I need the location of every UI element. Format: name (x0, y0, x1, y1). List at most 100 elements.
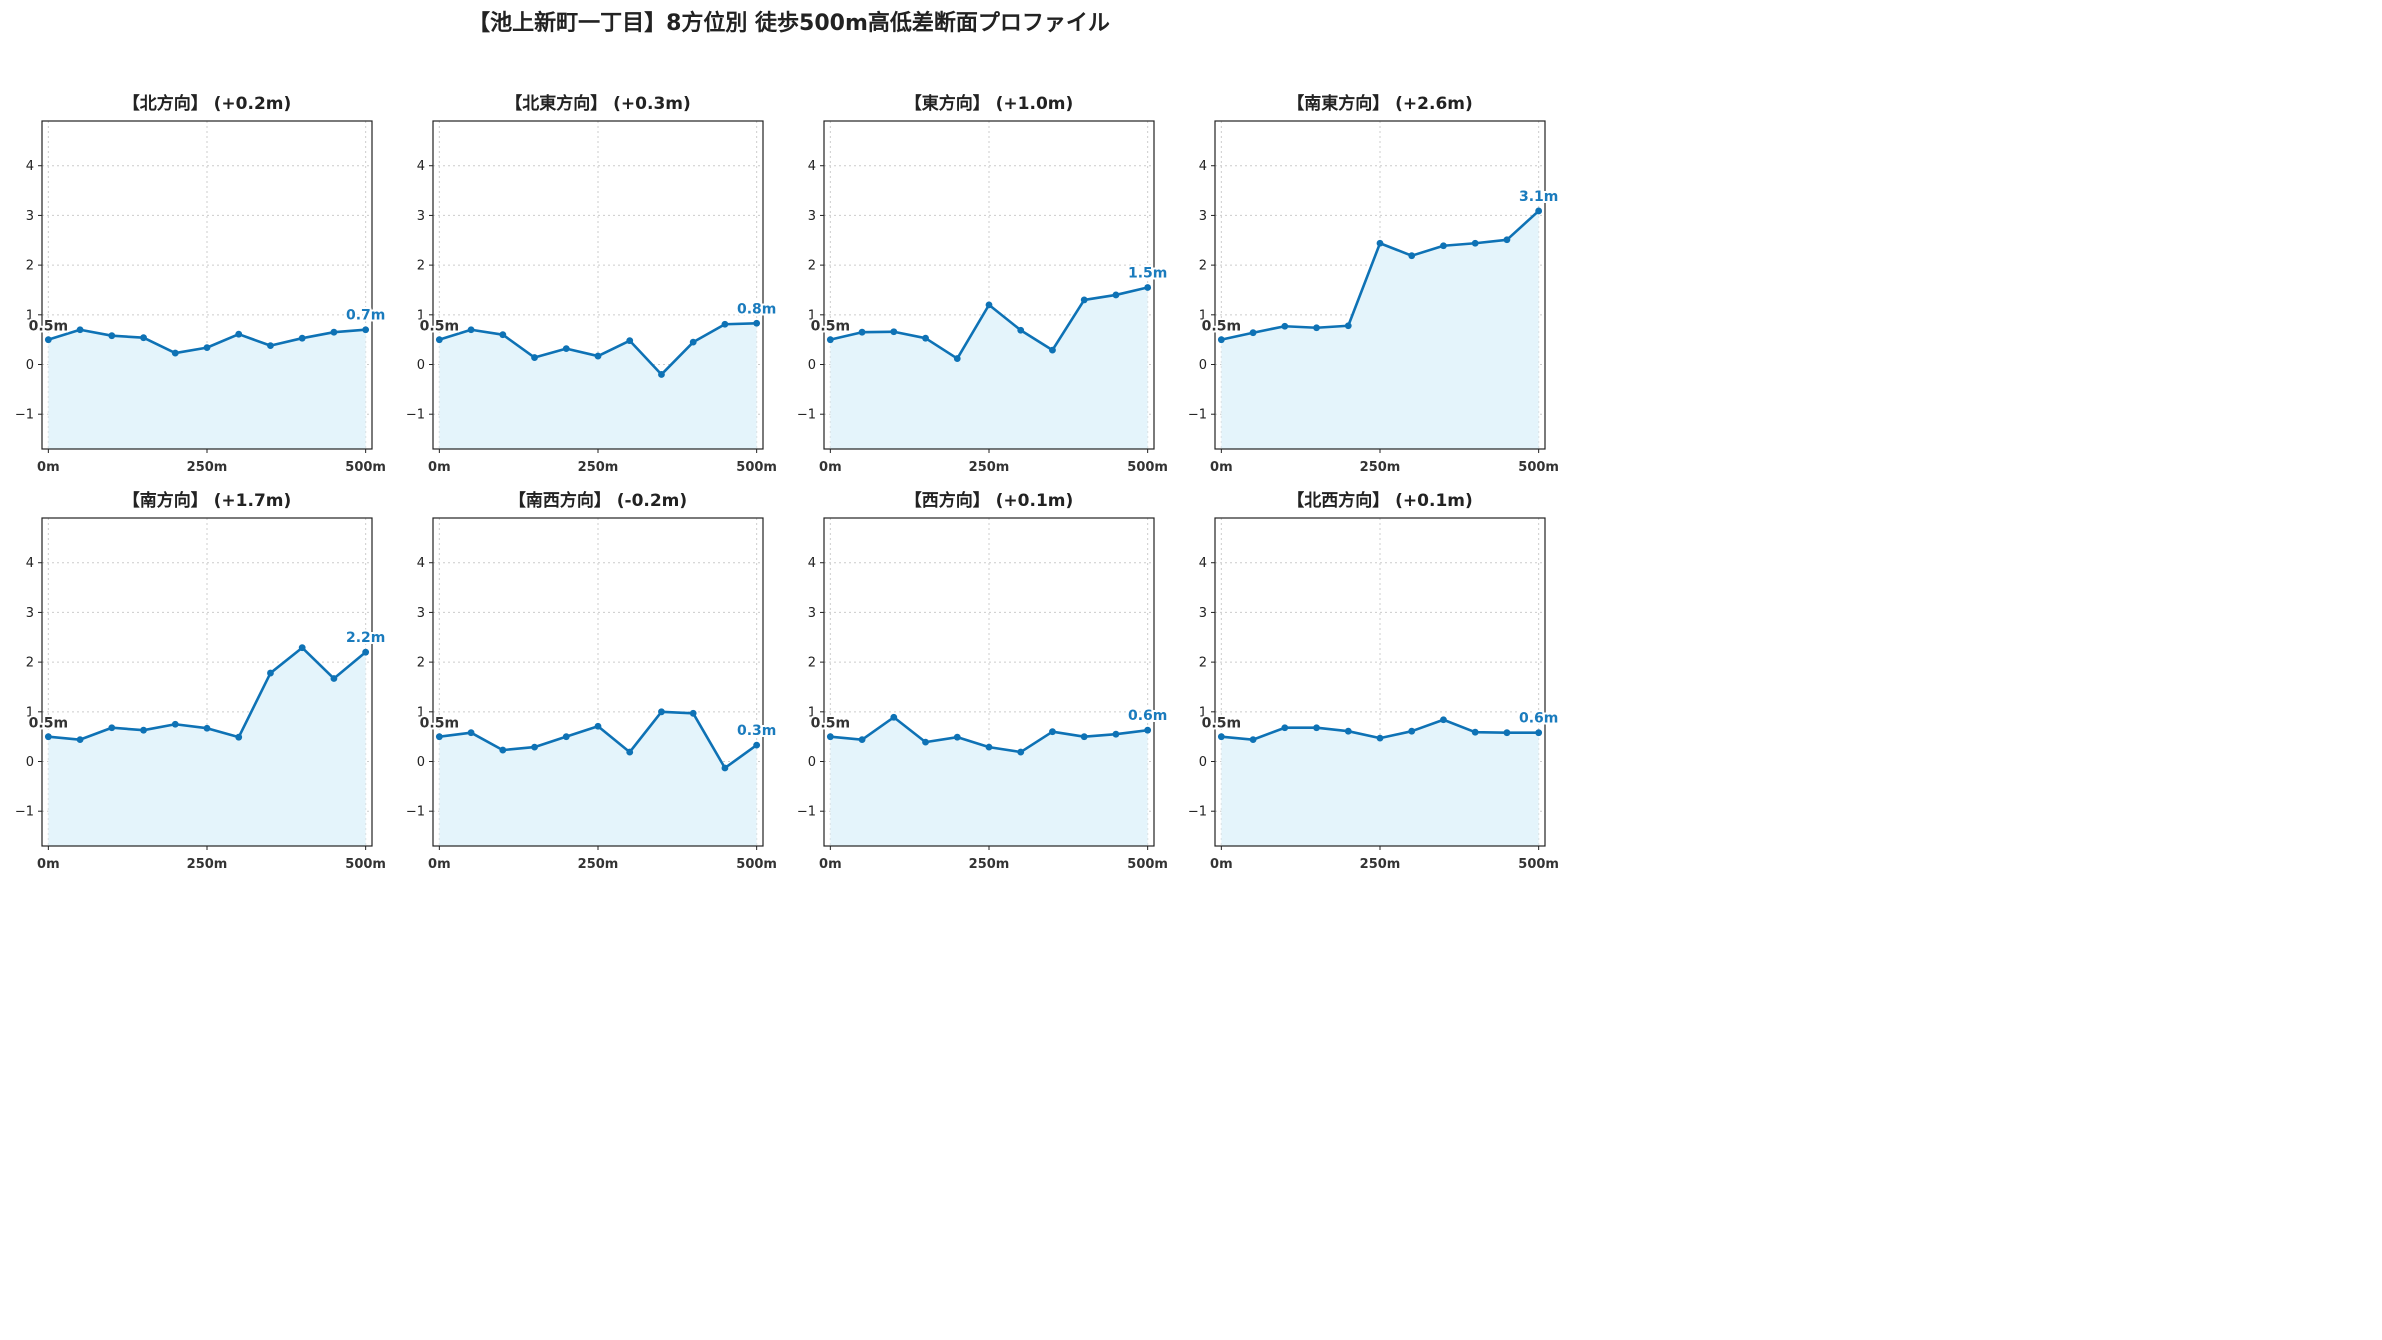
data-point (1249, 736, 1257, 744)
start-value-label: 0.5m (811, 319, 850, 335)
y-tick-label: 0 (1199, 358, 1207, 373)
x-tick-label: 500m (1127, 460, 1168, 475)
y-tick-label: 2 (1199, 259, 1207, 274)
data-point (721, 764, 729, 772)
data-point (1376, 239, 1384, 247)
series-area (48, 329, 366, 449)
y-tick-label: 2 (808, 656, 816, 671)
panel-4: 【南方向】 (+1.7m) −1 0 1 2 3 4 0m 250m 500m 0.5m 2.2m (15, 490, 388, 872)
series-area (830, 287, 1148, 449)
end-value-label: 0.6m (1128, 708, 1167, 724)
data-point (753, 319, 761, 327)
y-tick-label: 3 (1199, 209, 1207, 224)
x-tick-label: 0m (37, 857, 60, 872)
y-tick-label: 0 (808, 755, 816, 770)
panel-title: 【南方向】 (+1.7m) (123, 490, 292, 511)
panel-6: 【西方向】 (+0.1m) −1 0 1 2 3 4 0m 250m 500m 0.5m 0.6m (797, 490, 1170, 872)
data-point (267, 669, 274, 677)
data-point (1049, 728, 1056, 736)
panel-3: 【南東方向】 (+2.6m) −1 0 1 2 3 4 0m 250m 500m 0.5m 3.1m (1188, 93, 1561, 475)
data-point (985, 301, 993, 309)
data-point (267, 342, 274, 350)
figure: 【池上新町一丁目】8方位別 徒歩500m高低差断面プロファイル 【北方向】 (+… (15, 10, 1561, 872)
chart-title: 【池上新町一丁目】8方位別 徒歩500m高低差断面プロファイル (468, 10, 1110, 36)
y-tick-label: 4 (417, 556, 425, 571)
y-tick-label: −1 (1188, 408, 1207, 423)
data-point (922, 738, 929, 746)
y-tick-label: −1 (797, 408, 816, 423)
data-point (531, 354, 538, 361)
series-area (1221, 719, 1539, 846)
y-tick-label: −1 (406, 408, 425, 423)
data-point (499, 331, 507, 339)
y-tick-label: −1 (15, 408, 34, 423)
data-point (330, 328, 338, 336)
data-point (1313, 724, 1320, 732)
series-area (439, 323, 757, 449)
data-point (1017, 326, 1025, 334)
x-tick-label: 500m (1127, 857, 1168, 872)
series-area (1221, 210, 1539, 449)
y-tick-label: 2 (417, 656, 425, 671)
y-tick-label: 0 (26, 358, 34, 373)
data-point (467, 326, 475, 334)
x-tick-label: 250m (578, 460, 619, 475)
panel-title: 【東方向】 (+1.0m) (905, 93, 1074, 114)
data-point (435, 336, 443, 344)
y-tick-label: 0 (1199, 755, 1207, 770)
data-point (1376, 734, 1384, 742)
data-point (721, 320, 729, 328)
y-tick-label: 4 (808, 159, 816, 174)
end-value-label: 3.1m (1519, 189, 1558, 205)
end-value-label: 0.6m (1519, 711, 1558, 727)
data-point (1249, 329, 1257, 337)
start-value-label: 0.5m (811, 716, 850, 732)
data-point (1471, 728, 1479, 736)
y-tick-label: 3 (808, 606, 816, 621)
data-point (435, 733, 443, 741)
y-tick-label: 3 (417, 606, 425, 621)
x-tick-label: 250m (1360, 460, 1401, 475)
data-point (1112, 291, 1120, 299)
data-point (953, 733, 961, 741)
panel-1: 【北東方向】 (+0.3m) −1 0 1 2 3 4 0m 250m 500m 0.5m 0.8m (406, 93, 779, 475)
data-point (235, 733, 243, 741)
y-tick-label: 3 (26, 606, 34, 621)
y-tick-label: −1 (797, 805, 816, 820)
y-tick-label: 1 (417, 308, 425, 323)
data-point (689, 709, 697, 717)
data-point (1080, 296, 1088, 304)
panel-title: 【西方向】 (+0.1m) (905, 490, 1074, 511)
data-point (1440, 242, 1447, 250)
x-tick-label: 250m (969, 857, 1010, 872)
panel-title: 【北西方向】 (+0.1m) (1287, 490, 1473, 511)
x-tick-label: 250m (1360, 857, 1401, 872)
y-tick-label: 4 (1199, 556, 1207, 571)
start-value-label: 0.5m (1202, 319, 1241, 335)
data-point (44, 336, 52, 344)
panel-title: 【北東方向】 (+0.3m) (505, 93, 691, 114)
panel-5: 【南西方向】 (-0.2m) −1 0 1 2 3 4 0m 250m 500m 0.5m 0.3m (406, 490, 779, 872)
y-tick-label: 2 (417, 259, 425, 274)
y-tick-label: 2 (808, 259, 816, 274)
y-tick-label: 3 (417, 209, 425, 224)
data-point (1344, 322, 1352, 330)
series-area (830, 717, 1148, 846)
y-tick-label: 1 (26, 308, 34, 323)
y-tick-label: 3 (26, 209, 34, 224)
data-point (76, 736, 84, 744)
y-tick-label: 1 (417, 705, 425, 720)
x-tick-label: 0m (819, 460, 842, 475)
data-point (626, 748, 634, 756)
data-point (1503, 729, 1511, 737)
y-tick-label: 0 (417, 358, 425, 373)
data-point (922, 334, 929, 342)
y-tick-label: 1 (1199, 705, 1207, 720)
data-point (890, 328, 898, 336)
data-point (467, 729, 475, 737)
series-area (48, 647, 366, 846)
data-point (531, 743, 538, 751)
data-point (1313, 324, 1320, 332)
data-point (1281, 322, 1289, 330)
